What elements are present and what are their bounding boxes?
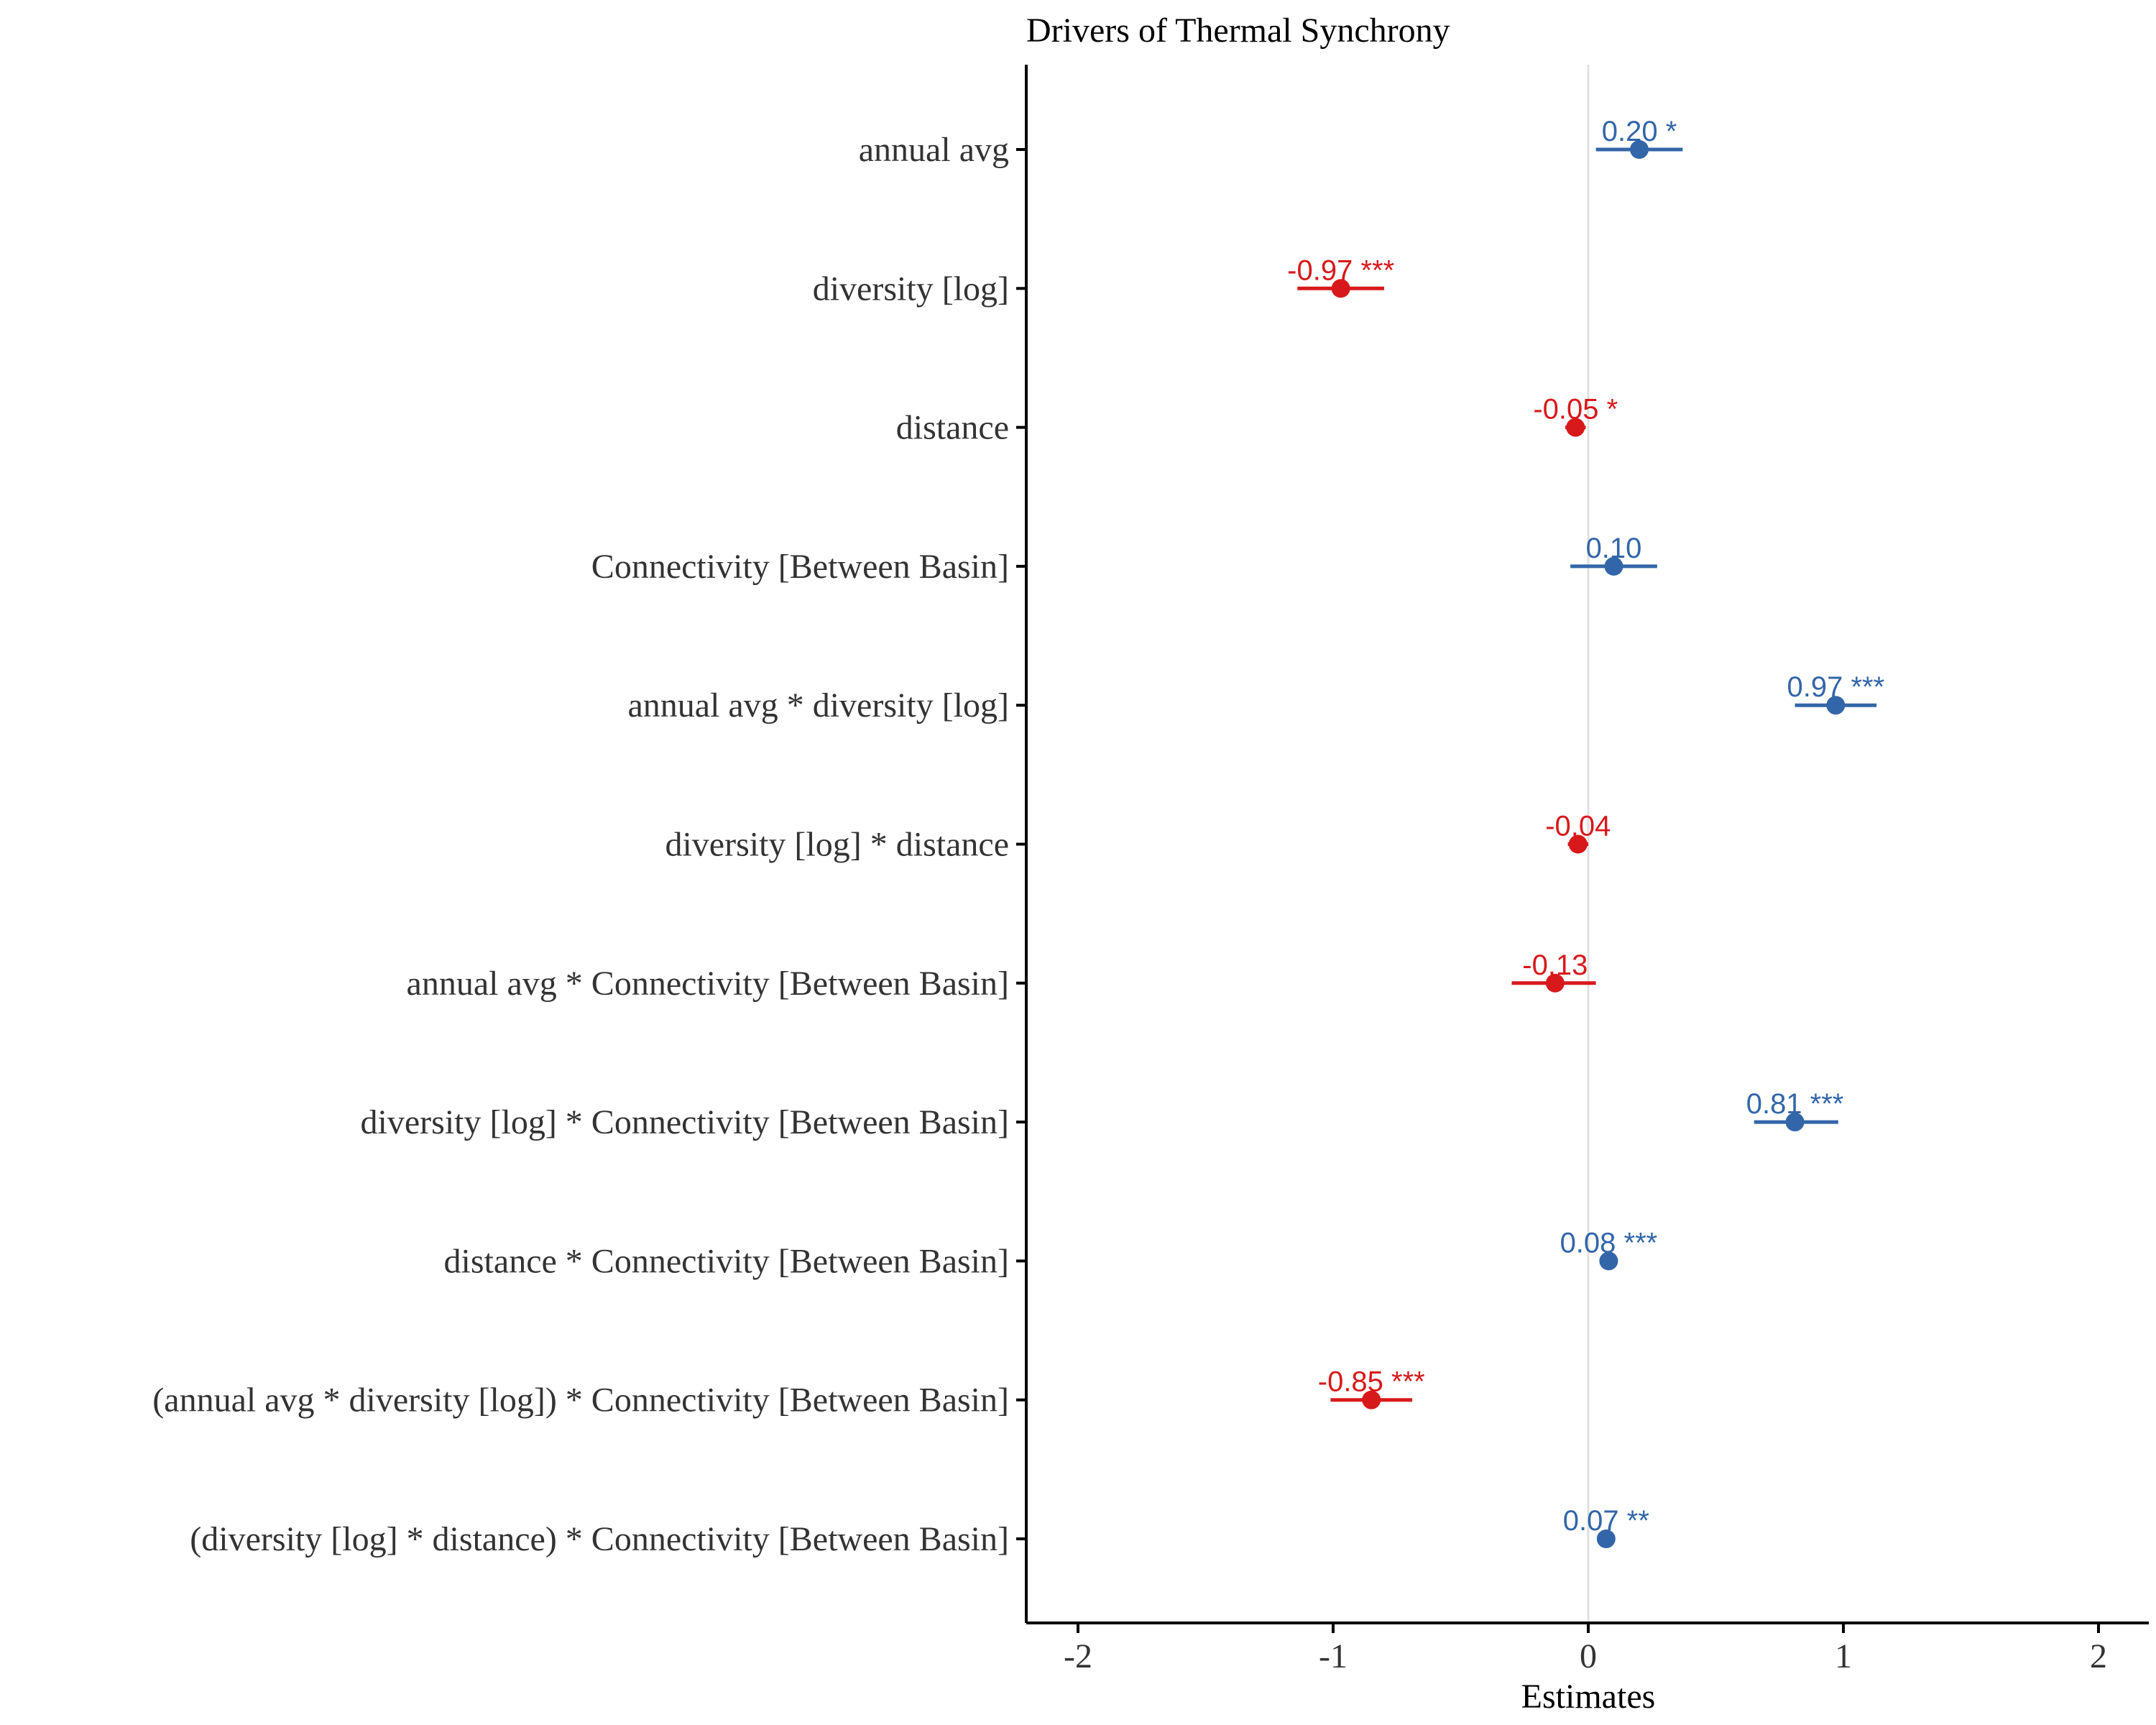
estimate-point bbox=[1785, 1113, 1805, 1132]
x-tick-label: 0 bbox=[1580, 1637, 1597, 1675]
x-tick-label: -1 bbox=[1319, 1637, 1348, 1675]
term-label: distance * Connectivity [Between Basin] bbox=[444, 1242, 1009, 1280]
plot-marks: 0.20 * -0.97 *** -0.05 * 0.10 0.97 *** -0.04 -… bbox=[1287, 116, 1884, 1548]
x-axis-ticks: -2 -1 0 1 2 bbox=[1064, 1623, 2107, 1675]
estimate-label: 0.81 *** bbox=[1746, 1088, 1844, 1120]
estimate-point bbox=[1362, 1390, 1381, 1409]
estimate-point bbox=[1566, 418, 1585, 437]
term-label: diversity [log] * Connectivity [Between … bbox=[361, 1103, 1009, 1141]
x-tick-label: 1 bbox=[1835, 1637, 1852, 1675]
estimate-label: 0.10 bbox=[1586, 533, 1642, 564]
term-label: annual avg * Connectivity [Between Basin… bbox=[407, 965, 1009, 1003]
estimate-point bbox=[1604, 556, 1623, 576]
estimate-point bbox=[1331, 279, 1350, 298]
term-label: (annual avg * diversity [log]) * Connect… bbox=[152, 1381, 1009, 1420]
estimate-point bbox=[1599, 1251, 1618, 1271]
estimate-label: 0.97 *** bbox=[1787, 671, 1885, 703]
estimate-point bbox=[1826, 696, 1846, 715]
x-tick-label: 2 bbox=[2090, 1637, 2107, 1675]
estimate-label: -0.04 bbox=[1545, 811, 1611, 842]
y-axis-labels: annual avg diversity [log] distance Connect… bbox=[152, 131, 1026, 1558]
estimate-label: -0.13 bbox=[1522, 949, 1588, 981]
estimate-point bbox=[1596, 1530, 1616, 1548]
term-label: annual avg bbox=[859, 131, 1009, 169]
estimate-label: -0.05 * bbox=[1533, 394, 1618, 426]
estimate-label: 0.07 ** bbox=[1563, 1505, 1649, 1537]
estimate-label: 0.20 * bbox=[1602, 116, 1677, 147]
estimate-label: 0.08 *** bbox=[1560, 1227, 1658, 1259]
term-label: annual avg * diversity [log] bbox=[627, 686, 1009, 724]
x-axis-label: Estimates bbox=[1521, 1678, 1656, 1716]
term-label: (diversity [log] * distance) * Connectiv… bbox=[190, 1520, 1009, 1558]
term-label: Connectivity [Between Basin] bbox=[591, 548, 1009, 586]
term-label: diversity [log] bbox=[813, 270, 1009, 308]
estimate-point bbox=[1630, 140, 1649, 159]
estimate-point bbox=[1568, 834, 1588, 854]
estimate-label: -0.97 *** bbox=[1287, 254, 1394, 286]
estimate-point bbox=[1545, 973, 1565, 993]
term-label: diversity [log] * distance bbox=[665, 826, 1009, 864]
chart-title: Drivers of Thermal Synchrony bbox=[1026, 12, 1450, 50]
term-label: distance bbox=[896, 409, 1009, 447]
x-tick-label: -2 bbox=[1064, 1637, 1092, 1675]
estimate-label: -0.85 *** bbox=[1318, 1366, 1425, 1398]
